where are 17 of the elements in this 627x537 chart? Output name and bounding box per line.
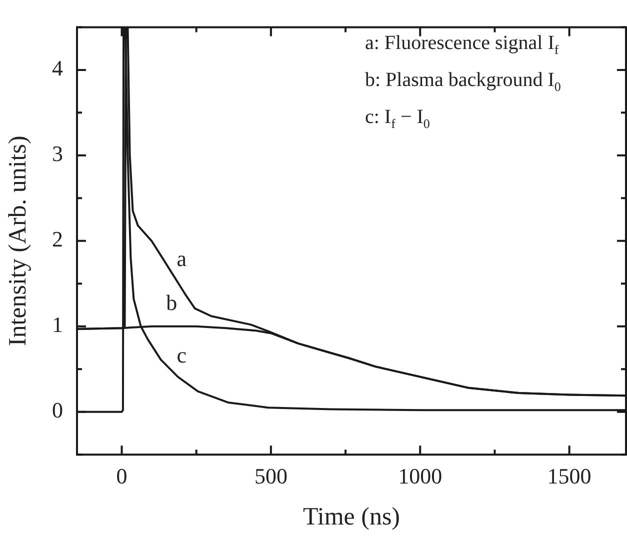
series-label: c — [176, 342, 187, 368]
series-label: b — [166, 290, 178, 316]
y-tick-label: 0 — [52, 398, 63, 423]
series-label: a — [176, 246, 187, 271]
y-axis-title: Intensity (Arb. units) — [4, 136, 32, 346]
y-tick-label: 2 — [52, 226, 63, 252]
x-tick-label: 500 — [254, 464, 288, 489]
y-tick-label: 4 — [52, 56, 63, 81]
y-tick-label: 1 — [52, 312, 63, 338]
y-tick-label: 3 — [52, 141, 63, 166]
x-axis-title: Time (ns) — [302, 504, 400, 531]
x-tick-label: 1500 — [547, 464, 592, 489]
annotation: a: Fluorescence signal I$_{f}$ — [365, 31, 560, 59]
annotation: b: Plasma background I$_{0}$ — [365, 68, 561, 96]
x-tick-label: 1000 — [398, 464, 442, 489]
x-tick-label: 0 — [116, 464, 128, 489]
annotation: c: I$_{f}$ − I$_{0}$ — [365, 105, 431, 133]
